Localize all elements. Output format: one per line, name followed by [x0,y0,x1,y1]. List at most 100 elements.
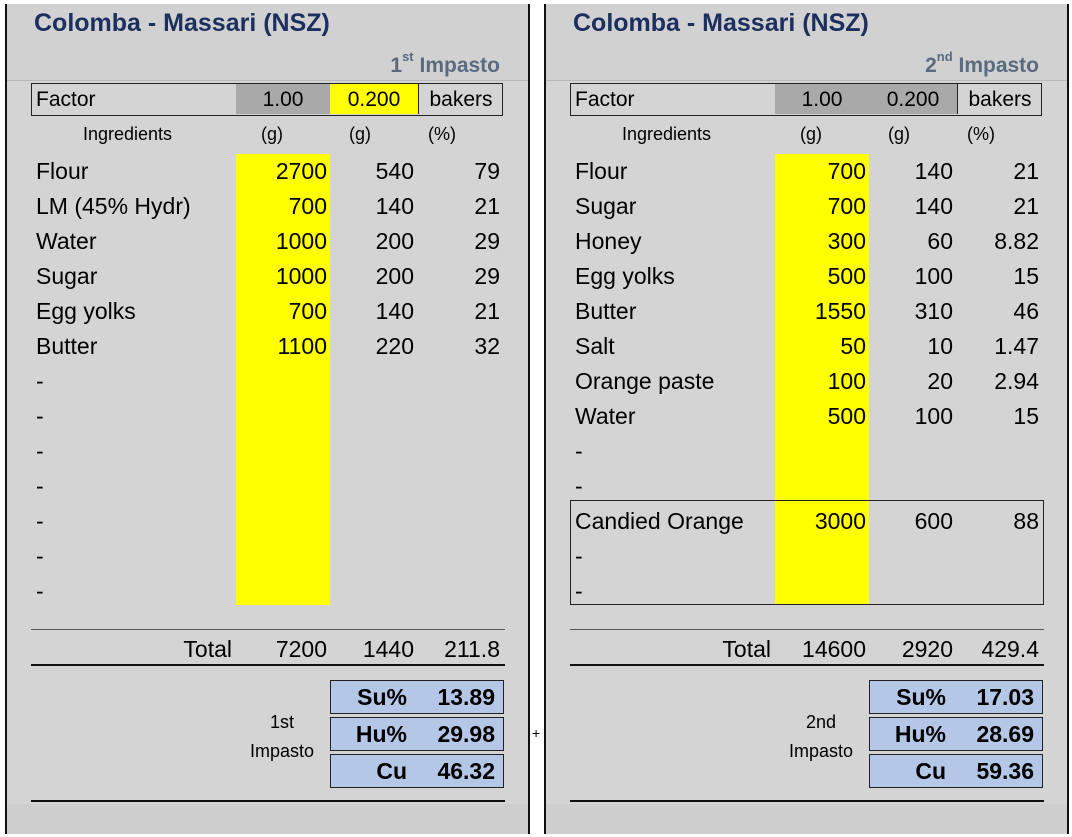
ingredient-row: - [7,469,528,504]
ingredient-name: - [575,578,583,604]
ingredient-row: - [7,364,528,399]
bakers-percent: 15 [1013,403,1039,429]
factor-value-2[interactable]: 0.200 [869,84,957,114]
ingredient-name: - [36,508,44,534]
grams-input[interactable]: 700 [827,158,866,184]
grams-input[interactable]: 1000 [275,263,327,289]
stage-label-line-1: 1st [269,712,294,732]
bottom-band [546,804,1067,834]
grams-input[interactable]: 1000 [275,228,327,254]
grams-input[interactable]: 700 [288,193,327,219]
factor-value-2[interactable]: 0.200 [330,84,418,114]
header-ingredients: Ingredients [622,124,712,144]
header-grams-2: (g) [888,124,910,144]
total-top-rule [570,629,1044,630]
ingredient-name: Butter [36,333,98,359]
grams-input[interactable]: 3000 [814,508,866,534]
grams-scaled: 100 [914,263,953,289]
bakers-percent: 2.94 [994,368,1039,394]
total-label: Total [722,636,771,662]
ingredient-row: - [546,539,1067,574]
grams-scaled: 140 [914,158,953,184]
grams-input[interactable]: 2700 [275,158,327,184]
bottom-rule [31,800,505,802]
stage-label-line-1: 2nd [805,712,837,732]
ingredient-name: Butter [575,298,637,324]
factor-row: Factor 1.00 0.200 bakers [31,83,503,116]
ingredient-row: - [546,434,1067,469]
grams-input[interactable]: 100 [827,368,866,394]
grams-input[interactable]: 1550 [814,298,866,324]
grams-scaled: 20 [927,368,953,394]
ingredient-row: Salt 50 10 1.47 [546,329,1067,364]
ingredient-row: Sugar 700 140 21 [546,189,1067,224]
ingredient-name: Sugar [575,193,637,219]
grams-input[interactable]: 50 [840,333,866,359]
bakers-percent: 29 [474,263,500,289]
bakers-percent: 21 [474,193,500,219]
header-percent: (%) [428,124,456,144]
grams-input[interactable]: 1100 [277,333,327,359]
ingredient-row: - [7,539,528,574]
ingredient-name: Egg yolks [36,298,136,324]
bakers-percent: 88 [1013,508,1039,534]
factor-unit: bakers [418,84,503,114]
bottom-rule [570,800,1044,802]
input-column-highlight [775,154,869,605]
bakers-percent: 46 [1013,298,1039,324]
grams-input[interactable]: 700 [827,193,866,219]
factor-label: Factor [575,88,635,111]
ingredient-name: - [575,543,583,569]
total-row: Total 7200 1440 211.8 [7,632,528,666]
ingredient-name: Candied Orange [575,508,744,534]
ingredient-name: - [36,473,44,499]
ingredient-name: Honey [575,228,642,254]
recipe-panel-2nd-impasto: Colomba - Massari (NSZ) 2nd Impasto Fact… [544,4,1069,834]
header-grams-2: (g) [349,124,371,144]
ingredient-name: Sugar [36,263,98,289]
recipe-title: Colomba - Massari (NSZ) [34,9,330,37]
total-grams-1: 7200 [275,636,327,662]
stage-label-line-2: Impasto [249,741,315,761]
recipe-panel-1st-impasto: Colomba - Massari (NSZ) 1st Impasto Fact… [5,4,530,834]
grams-input[interactable]: 500 [827,263,866,289]
bakers-percent: 29 [474,228,500,254]
stat-key: Hu% [355,721,407,747]
stat-value: 29.98 [437,721,495,747]
bakers-percent: 21 [1013,158,1039,184]
ingredient-name: Flour [36,158,89,184]
ingredient-name: Water [36,228,97,254]
factor-value-1[interactable]: 1.00 [236,84,330,114]
ingredient-row: Flour 2700 540 79 [7,154,528,189]
stat-key: Cu [376,758,407,784]
grams-scaled: 200 [375,263,414,289]
ingredient-row: - [546,574,1067,609]
grams-scaled: 140 [375,298,414,324]
grams-input[interactable]: 500 [827,403,866,429]
ingredient-name: - [36,438,44,464]
total-top-rule [31,629,505,630]
ingredient-row: Butter 1550 310 46 [546,294,1067,329]
header-percent: (%) [967,124,995,144]
phase-heading: 1st Impasto [390,49,500,77]
bakers-percent: 8.82 [994,228,1039,254]
stat-hydration: Hu% 29.98 [330,717,504,751]
bakers-percent: 79 [474,158,500,184]
bakers-percent: 21 [474,298,500,324]
total-grams-1: 14600 [802,636,866,662]
grams-input[interactable]: 300 [827,228,866,254]
factor-value-1[interactable]: 1.00 [775,84,869,114]
grams-scaled: 140 [914,193,953,219]
ingredient-row: Orange paste 100 20 2.94 [546,364,1067,399]
stage-label: 2nd Impasto [766,708,876,766]
grams-input[interactable]: 700 [288,298,327,324]
recipe-title: Colomba - Massari (NSZ) [573,9,869,37]
ingredient-name: Egg yolks [575,263,675,289]
factor-unit: bakers [957,84,1042,114]
total-row: Total 14600 2920 429.4 [546,632,1067,666]
stat-sugar: Su% 17.03 [869,680,1043,714]
stat-key: Su% [896,684,946,710]
ingredient-name: - [36,403,44,429]
factor-label: Factor [36,88,96,111]
title-band [546,4,1067,80]
